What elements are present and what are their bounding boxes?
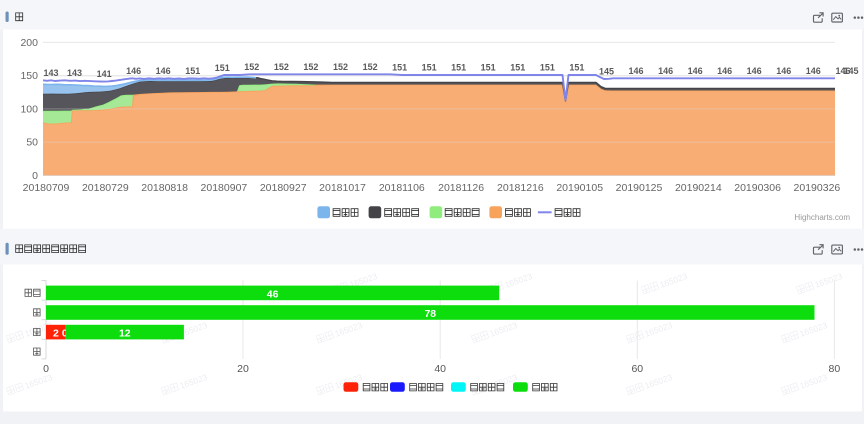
svg-text:151: 151	[569, 63, 584, 73]
svg-text:146: 146	[747, 66, 762, 76]
svg-text:20180907: 20180907	[201, 182, 248, 194]
svg-text:152: 152	[303, 62, 318, 72]
svg-text:20190326: 20190326	[794, 182, 841, 194]
svg-text:151: 151	[392, 62, 407, 72]
svg-text:146: 146	[835, 66, 850, 76]
svg-text:150: 150	[20, 70, 38, 82]
svg-text:20190125: 20190125	[616, 182, 663, 194]
svg-text:Highcharts.com: Highcharts.com	[794, 213, 850, 222]
svg-text:80: 80	[829, 363, 841, 375]
svg-text:145: 145	[599, 66, 614, 76]
svg-text:60: 60	[631, 363, 643, 375]
svg-text:146: 146	[156, 66, 171, 76]
svg-text:143: 143	[67, 68, 82, 78]
svg-text:20190105: 20190105	[556, 182, 603, 194]
svg-text:40: 40	[434, 363, 446, 375]
svg-text:0: 0	[32, 170, 38, 182]
svg-text:146: 146	[658, 66, 673, 76]
svg-text:151: 151	[185, 66, 200, 76]
svg-text:100: 100	[20, 103, 38, 115]
svg-text:20: 20	[237, 363, 249, 375]
svg-text:2: 2	[53, 328, 59, 340]
svg-text:20181216: 20181216	[497, 182, 544, 194]
svg-text:0: 0	[43, 363, 49, 375]
svg-text:146: 146	[628, 66, 643, 76]
svg-text:141: 141	[97, 69, 112, 79]
svg-text:20181017: 20181017	[319, 182, 366, 194]
svg-text:20180927: 20180927	[260, 182, 307, 194]
svg-text:46: 46	[267, 289, 279, 301]
svg-text:151: 151	[540, 63, 555, 73]
svg-text:20190214: 20190214	[675, 182, 722, 194]
svg-text:146: 146	[776, 66, 791, 76]
svg-text:152: 152	[274, 62, 289, 72]
svg-text:20180709: 20180709	[23, 182, 70, 194]
svg-text:20190306: 20190306	[734, 182, 781, 194]
svg-text:20181106: 20181106	[379, 182, 425, 194]
svg-text:0: 0	[62, 328, 68, 340]
svg-text:50: 50	[26, 137, 38, 149]
svg-text:152: 152	[244, 62, 259, 72]
svg-text:151: 151	[481, 63, 496, 73]
svg-text:151: 151	[451, 63, 466, 73]
svg-text:152: 152	[333, 62, 348, 72]
svg-text:146: 146	[717, 66, 732, 76]
svg-text:152: 152	[363, 62, 378, 72]
svg-text:146: 146	[688, 66, 703, 76]
svg-text:20180729: 20180729	[82, 182, 129, 194]
svg-text:20181126: 20181126	[438, 182, 484, 194]
svg-text:143: 143	[43, 68, 58, 78]
svg-text:151: 151	[422, 63, 437, 73]
svg-text:20180818: 20180818	[141, 182, 188, 194]
svg-text:146: 146	[806, 66, 821, 76]
svg-text:151: 151	[215, 63, 230, 73]
svg-text:151: 151	[510, 63, 525, 73]
svg-text:200: 200	[20, 37, 38, 49]
svg-text:145: 145	[843, 66, 858, 76]
svg-text:78: 78	[424, 308, 436, 320]
svg-text:12: 12	[119, 328, 131, 340]
svg-text:146: 146	[126, 66, 141, 76]
